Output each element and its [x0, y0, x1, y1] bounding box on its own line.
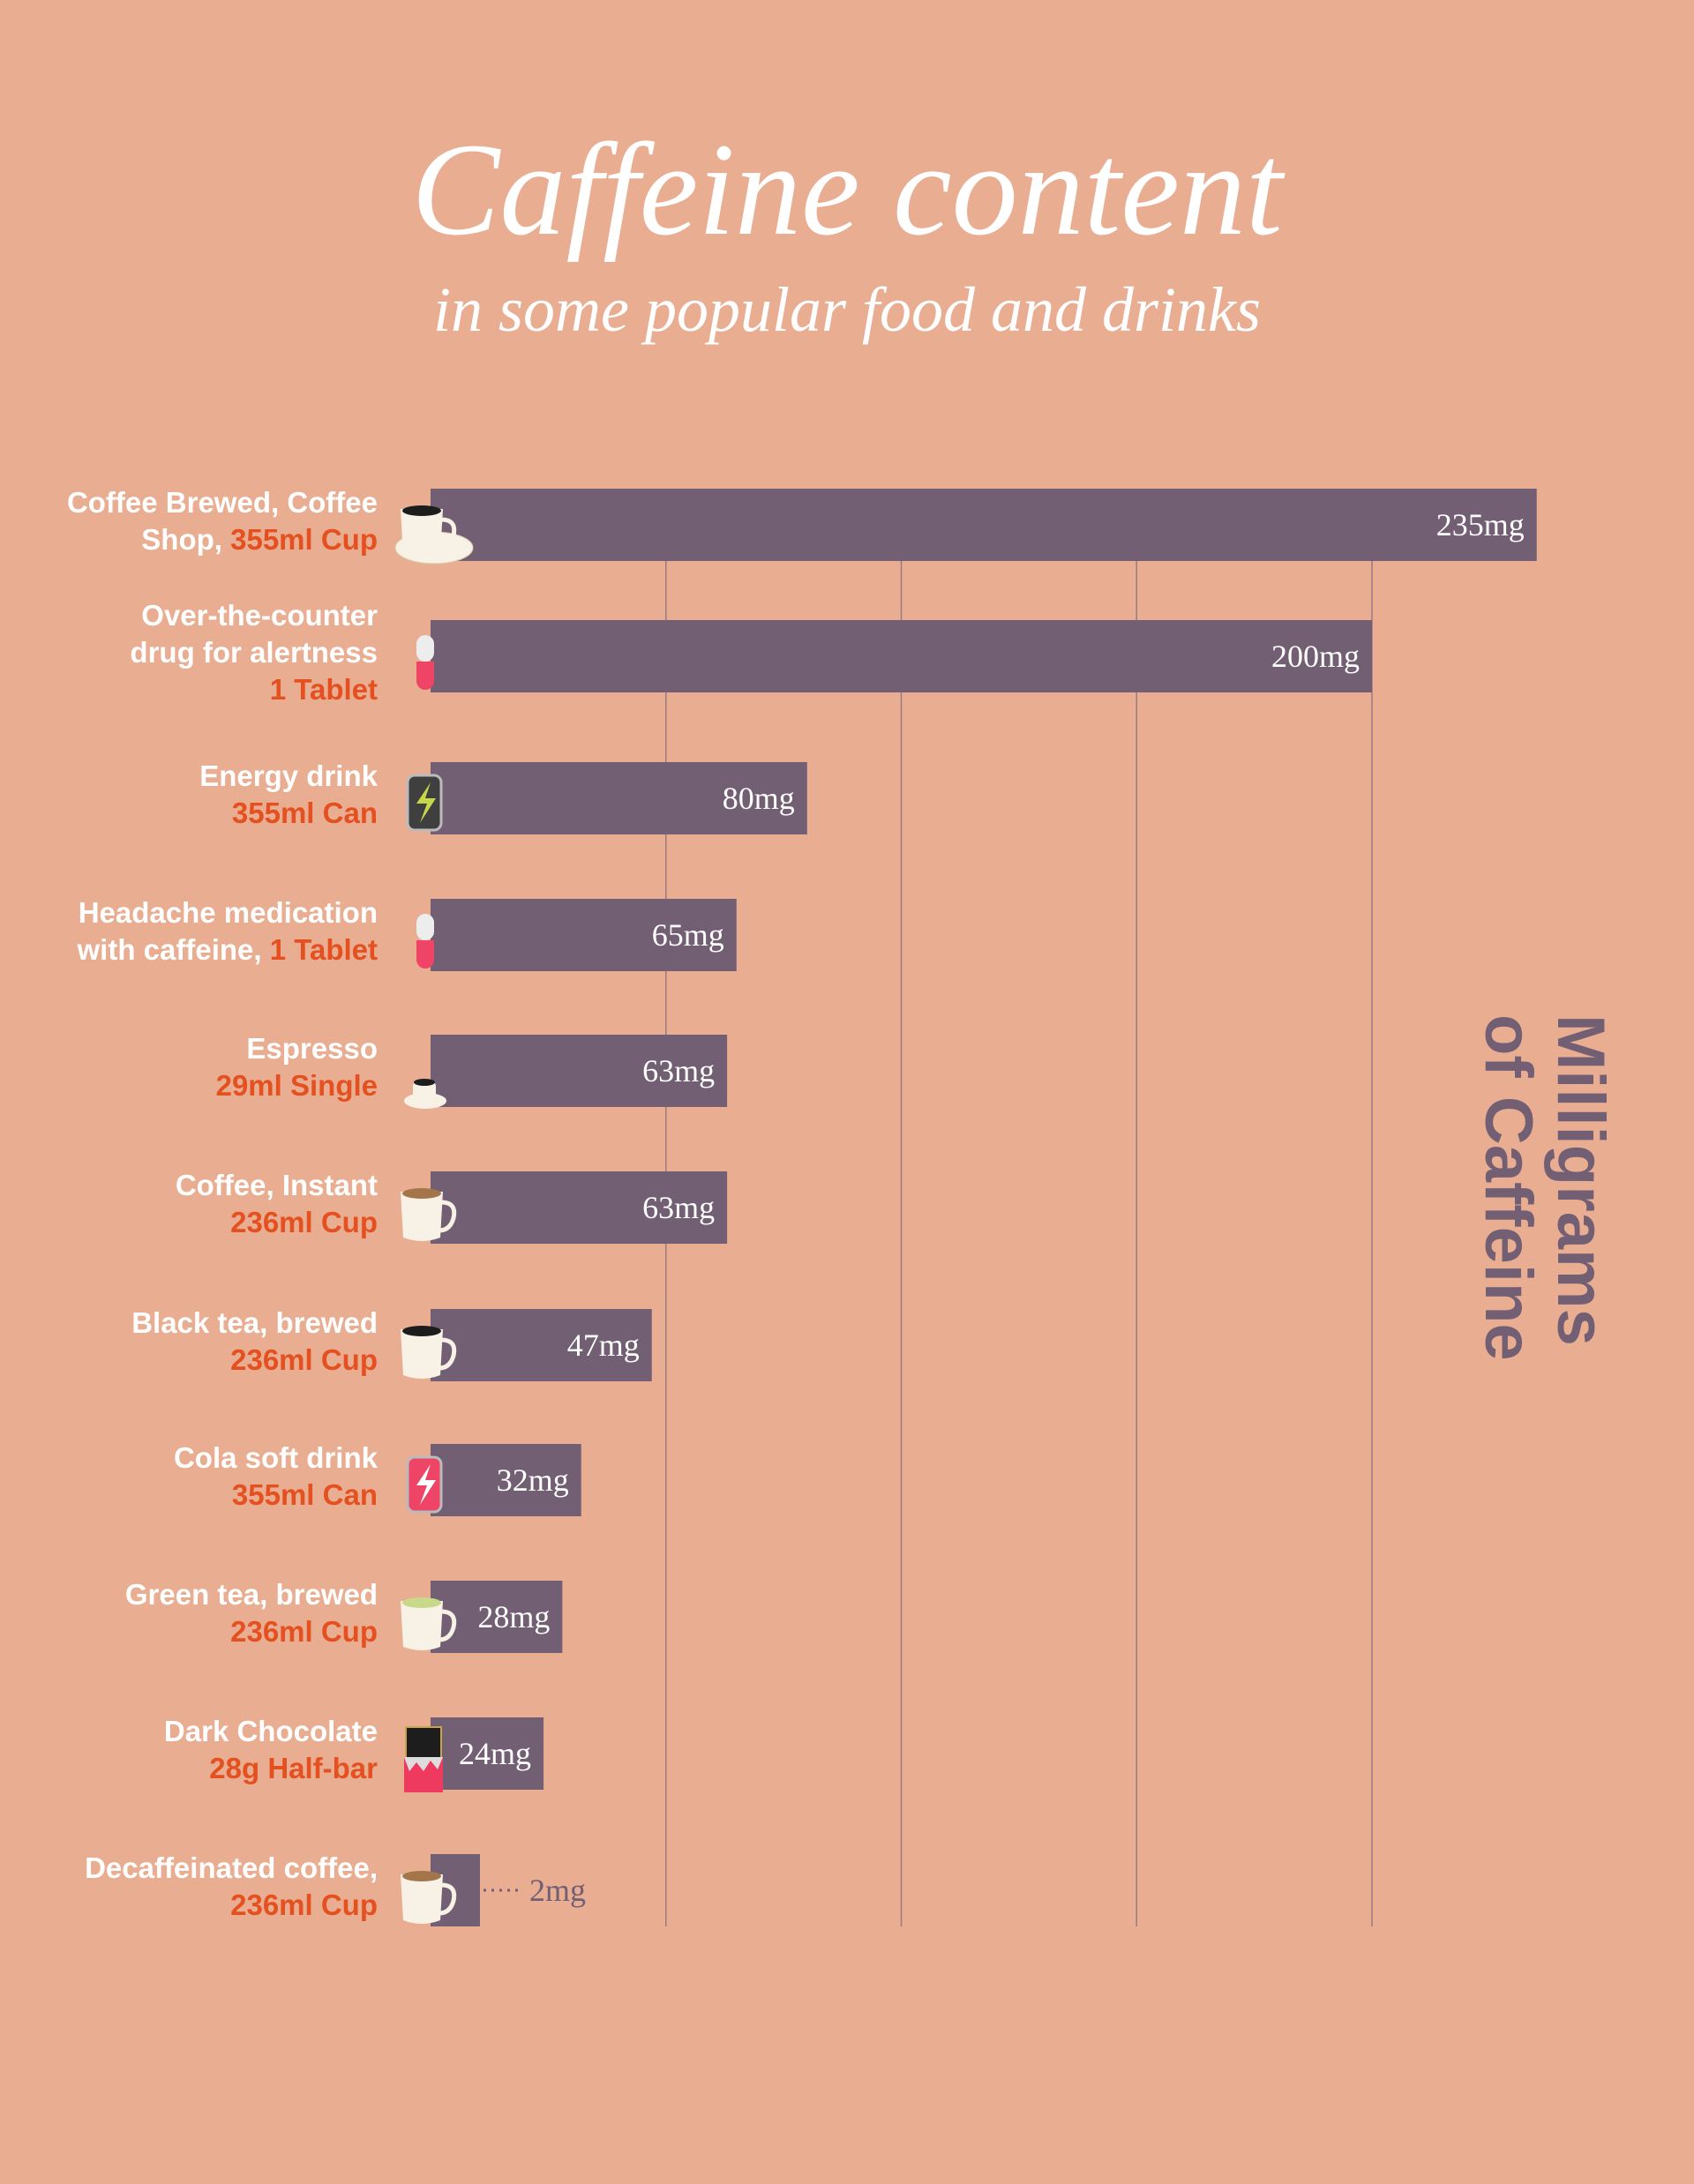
value-label: 235mg	[1436, 507, 1525, 542]
category-label: Cola soft drink 355ml Can	[174, 1440, 378, 1514]
item-name: Energy drink	[199, 759, 378, 792]
item-name: Dark Chocolate	[163, 1715, 378, 1747]
category-label: Decaffeinated coffee, 236ml Cup	[85, 1850, 378, 1924]
bar	[431, 489, 1537, 561]
item-name: Cola soft drink	[173, 1441, 378, 1474]
serving-size: 29ml Single	[215, 1069, 378, 1102]
coffee-cup-saucer-icon	[394, 505, 474, 565]
capsule-icon	[416, 914, 434, 969]
serving-size: 355ml Cup	[230, 523, 378, 556]
mug-black-icon	[401, 1326, 457, 1379]
serving-size: 28g Half-bar	[209, 1752, 378, 1784]
item-name: drug for alertness	[130, 636, 378, 669]
category-label: Headache medication with caffeine, 1 Tabl…	[78, 894, 378, 969]
serving-size: 355ml Can	[231, 797, 378, 829]
espresso-cup-icon	[404, 1079, 446, 1109]
serving-size: 236ml Cup	[230, 1889, 378, 1921]
item-name: with caffeine,	[77, 933, 270, 966]
mug-milk-coffee-icon	[401, 1188, 457, 1241]
value-label: 80mg	[723, 781, 795, 816]
serving-size: 355ml Can	[231, 1478, 378, 1511]
category-label: Green tea, brewed 236ml Cup	[125, 1576, 378, 1650]
mug-green-tea-icon	[401, 1597, 457, 1650]
item-name: Shop,	[141, 523, 231, 556]
serving-size: 236ml Cup	[230, 1206, 378, 1238]
category-label: Black tea, brewed 236ml Cup	[131, 1305, 378, 1379]
bar	[431, 1444, 581, 1516]
value-label: 63mg	[642, 1053, 715, 1088]
value-label: 28mg	[477, 1599, 550, 1634]
category-label: Over-the-counter drug for alertness 1 Tabl…	[130, 597, 378, 708]
value-label: 63mg	[642, 1190, 715, 1225]
x-axis-title: Milligrams of Caffeine	[1471, 1014, 1618, 1361]
value-label: 32mg	[497, 1462, 569, 1498]
bar	[431, 1717, 544, 1790]
serving-size: 236ml Cup	[230, 1615, 378, 1648]
item-name: Espresso	[246, 1032, 378, 1065]
chocolate-bar-icon	[404, 1726, 443, 1792]
bar	[431, 899, 737, 971]
item-name: Coffee, Instant	[175, 1169, 378, 1201]
bar	[431, 1171, 728, 1244]
category-label: Coffee, Instant 236ml Cup	[176, 1167, 378, 1241]
bar	[431, 762, 807, 834]
value-label: 24mg	[459, 1736, 531, 1771]
category-label: Espresso 29ml Single	[216, 1030, 378, 1104]
cola-can-icon	[406, 1455, 443, 1514]
capsule-icon	[416, 635, 434, 690]
item-name: Over-the-counter	[141, 599, 378, 632]
value-label: 47mg	[567, 1328, 640, 1363]
bar	[431, 1035, 728, 1107]
chart-title: Caffeine content	[411, 116, 1283, 263]
item-name: Headache medication	[78, 896, 378, 929]
serving-size: 236ml Cup	[230, 1343, 378, 1376]
value-label: 65mg	[652, 917, 724, 953]
category-label: Energy drink 355ml Can	[199, 758, 378, 832]
serving-size: 1 Tablet	[269, 933, 378, 966]
energy-can-icon	[406, 774, 443, 832]
item-name: Decaffeinated coffee,	[85, 1851, 378, 1884]
mug-milk-coffee-icon	[401, 1871, 457, 1924]
chart-subtitle: in some popular food and drinks	[432, 274, 1261, 345]
item-name: Green tea, brewed	[124, 1578, 378, 1611]
category-label: Coffee Brewed, Coffee Shop, 355ml Cup	[67, 484, 378, 558]
value-label: 2mg	[529, 1873, 586, 1908]
bar	[431, 1309, 652, 1381]
item-name: Black tea, brewed	[131, 1306, 378, 1339]
category-label: Dark Chocolate 28g Half-bar	[164, 1713, 378, 1787]
bar	[431, 620, 1372, 692]
value-label: 200mg	[1271, 639, 1360, 674]
serving-size: 1 Tablet	[269, 673, 378, 706]
item-name: Coffee Brewed, Coffee	[66, 486, 378, 519]
